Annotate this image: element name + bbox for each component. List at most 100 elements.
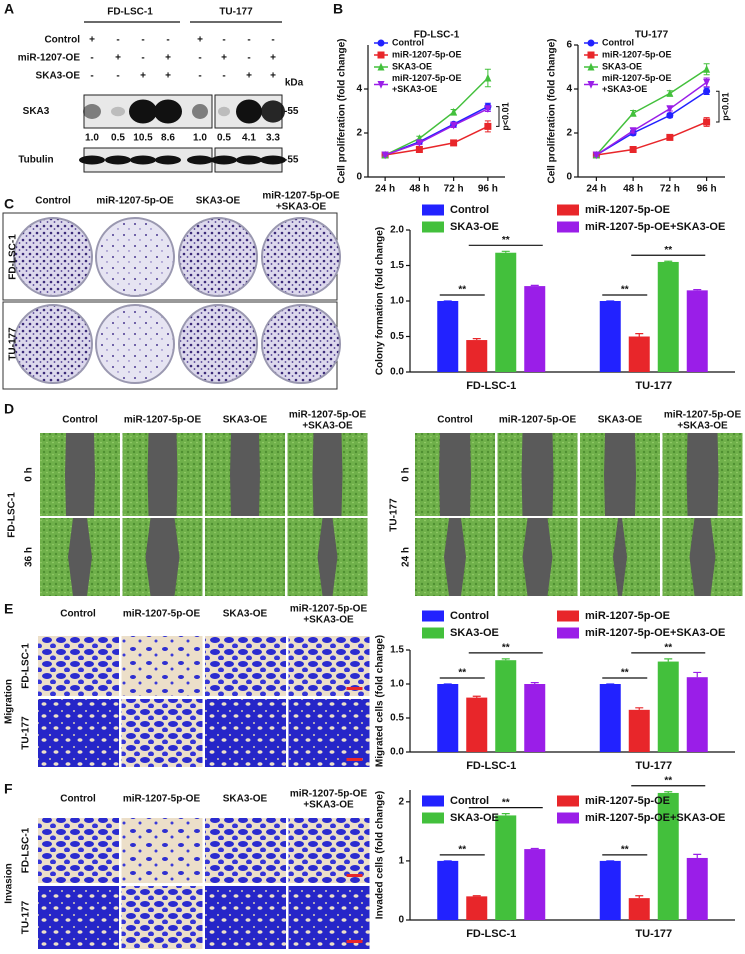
legend-label: Control (392, 37, 424, 47)
bar (686, 290, 708, 372)
y-axis-label: Cell proliferation (fold change) (337, 38, 348, 183)
legend-swatch (422, 610, 444, 622)
bar (628, 709, 650, 752)
y-tick-label: 1 (398, 856, 404, 867)
blot-band (79, 155, 105, 165)
wound-gap (521, 433, 554, 516)
significance-label: ** (621, 285, 629, 296)
marker (666, 133, 674, 141)
wound-gap (68, 518, 92, 596)
series-line (384, 77, 489, 156)
band-quantification: 8.6 (161, 133, 175, 144)
band-quantification: 0.5 (217, 133, 231, 144)
significance-label: ** (621, 845, 629, 856)
marker (587, 81, 595, 89)
band-quantification: 4.1 (242, 133, 256, 144)
blot-band (261, 100, 285, 123)
error-bar (501, 250, 510, 253)
legend-swatch (422, 221, 444, 233)
treatment-sign: + (270, 53, 276, 64)
transwell-image (121, 818, 203, 883)
error-bar (530, 284, 539, 287)
x-tick-label: FD-LSC-1 (466, 928, 516, 940)
legend-label: SKA3-OE (450, 627, 499, 639)
significance-label: ** (664, 245, 672, 256)
column-header: miR-1207-5p-OE (123, 794, 201, 805)
bar (437, 860, 459, 920)
legend-label: miR-1207-5p-OE+SKA3-OE (585, 627, 725, 639)
colony-plate (13, 217, 93, 297)
marker (666, 105, 674, 113)
significance-label: p<0.01 (500, 102, 510, 130)
bar (599, 301, 621, 372)
transwell-image (288, 636, 370, 696)
treatment-sign: - (222, 35, 225, 46)
y-tick-label: 1.5 (390, 645, 404, 656)
column-header: Control (437, 415, 473, 426)
x-tick-label: FD-LSC-1 (466, 760, 516, 772)
series-line (595, 81, 708, 156)
significance-label: ** (458, 668, 466, 679)
bar (524, 286, 546, 372)
panel-letter: A (4, 1, 14, 17)
colony-plate (178, 304, 258, 384)
bar (686, 857, 708, 920)
legend-label: miR-1207-5p-OE+SKA3-OE (392, 73, 462, 94)
condition-label: Control (44, 35, 80, 46)
marker (415, 139, 423, 148)
legend-swatch (557, 795, 579, 807)
error-bar (635, 707, 644, 710)
treatment-sign: + (246, 71, 252, 82)
transwell-image (121, 699, 203, 767)
x-tick-label: TU-177 (635, 380, 672, 392)
error-bar (530, 847, 539, 850)
wound-gap (444, 518, 466, 596)
legend-swatch (422, 795, 444, 807)
cell-line-header: TU-177 (219, 7, 253, 18)
protein-label: Tubulin (18, 155, 53, 166)
column-header: miR-1207-5p-OE (499, 415, 577, 426)
marker (587, 39, 595, 47)
legend-label: Control (450, 610, 489, 622)
wound-gap (613, 518, 627, 596)
chart-title: TU-177 (635, 30, 669, 41)
time-label: 0 h (24, 467, 35, 481)
blot-band (130, 155, 156, 165)
transwell-image (205, 886, 286, 949)
bar (437, 684, 459, 752)
treatment-sign: - (141, 53, 144, 64)
y-axis-label: Cell proliferation (fold change) (547, 38, 558, 183)
legend-label: miR-1207-5p-OE (602, 49, 672, 59)
column-header: Control (60, 609, 96, 620)
legend-label: Control (450, 795, 489, 807)
colony-plate (95, 217, 175, 297)
condition-label: miR-1207-OE (18, 53, 81, 64)
wound-gap (686, 433, 719, 516)
error-bar (472, 895, 481, 897)
blot-band (218, 106, 230, 117)
column-header: miR-1207-5p-OE +SKA3-OE (262, 190, 340, 212)
assay-label: Migration (4, 679, 15, 724)
treatment-sign: - (247, 35, 250, 46)
y-axis-label: Migrated cells (fold change) (375, 635, 386, 767)
treatment-sign: - (198, 71, 201, 82)
wound-gap (522, 518, 553, 596)
row-label: FD-LSC-1 (21, 827, 32, 873)
treatment-sign: - (90, 53, 93, 64)
y-tick-label: 0 (356, 172, 362, 183)
band-quantification: 1.0 (193, 133, 207, 144)
marker (450, 121, 458, 130)
wound-gap (65, 433, 95, 516)
assay-label: Invasion (4, 863, 15, 904)
marker (666, 89, 674, 97)
protein-label: SKA3 (23, 106, 50, 117)
y-tick-label: 0.5 (390, 331, 404, 342)
legend-swatch (557, 610, 579, 622)
colony-plate (178, 217, 258, 297)
legend-label: miR-1207-5p-OE (392, 49, 462, 59)
marker (703, 118, 711, 126)
error-bar (472, 338, 481, 341)
blot-band (129, 99, 157, 124)
marker (450, 107, 458, 116)
